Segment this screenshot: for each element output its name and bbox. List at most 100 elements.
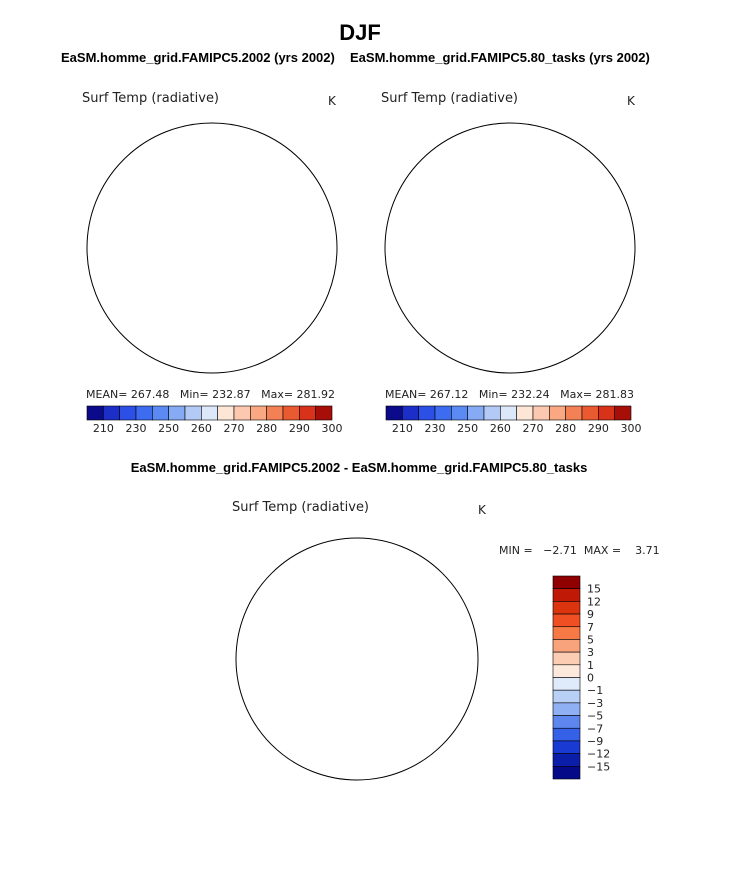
left-colorbar-swatch — [299, 405, 316, 421]
right-colorbar-swatch — [483, 405, 501, 421]
right-colorbar-swatch — [532, 405, 550, 421]
right-colorbar-label: 300 — [621, 422, 642, 435]
left-colorbar-swatch — [266, 405, 284, 421]
left-variable-label: Surf Temp (radiative) — [82, 91, 219, 106]
right-colorbar-swatch — [402, 405, 419, 421]
left-units-label: K — [328, 94, 337, 108]
diff-colorbar-label: −9 — [587, 735, 603, 748]
right-colorbar-swatch — [418, 405, 436, 421]
left-colorbar-label: 250 — [158, 422, 179, 435]
diff-colorbar-swatch — [552, 766, 581, 780]
diff-colorbar-label: 7 — [587, 621, 594, 634]
left-colorbar-swatch — [250, 405, 267, 421]
diff-colorbar-swatch — [552, 689, 581, 704]
left-colorbar-swatch — [119, 405, 137, 421]
right-colorbar-swatch — [434, 405, 452, 421]
diff-variable-label: Surf Temp (radiative) — [232, 500, 369, 515]
left-colorbar-label: 270 — [224, 422, 245, 435]
diff-colorbar-label: −7 — [587, 722, 603, 735]
right-colorbar-label: 230 — [425, 422, 446, 435]
right-colorbar-swatch — [451, 405, 468, 421]
diff-colorbar-swatch — [552, 588, 581, 602]
diff-colorbar-swatch — [552, 651, 581, 666]
left-stats: MEAN= 267.48 Min= 232.87 Max= 281.92 — [86, 388, 335, 401]
right-colorbar-label: 260 — [490, 422, 511, 435]
diff-map-border — [235, 537, 479, 781]
left-colorbar-swatch — [135, 405, 153, 421]
season-title: DJF — [339, 20, 381, 45]
diff-colorbar-swatch — [552, 575, 581, 589]
right-colorbar-swatch — [385, 405, 403, 421]
diff-colorbar-label: −1 — [587, 684, 603, 697]
left-colorbar-swatch — [103, 405, 120, 421]
diff-colorbar-swatch — [552, 626, 581, 640]
diff-map: Surf Temp (radiative) K MIN = −2.71 MAX … — [232, 500, 660, 781]
left-colorbar-label: 210 — [93, 422, 114, 435]
left-antarctica — [137, 180, 295, 306]
right-colorbar-swatch — [565, 405, 583, 421]
diff-colorbar-swatch — [552, 727, 581, 742]
diff-stats: MIN = −2.71 MAX = 3.71 — [499, 544, 660, 557]
right-colorbar-swatch — [516, 405, 534, 421]
right-colorbar-label: 210 — [392, 422, 413, 435]
right-units-label: K — [627, 94, 636, 108]
diff-colorbar-label: 0 — [587, 672, 594, 685]
right-colorbar-label: 280 — [555, 422, 576, 435]
right-colorbar-swatch — [598, 405, 615, 421]
right-colorbar-label: 250 — [457, 422, 478, 435]
right-panel-title: EaSM.homme_grid.FAMIPC5.80_tasks (yrs 20… — [350, 50, 650, 65]
left-colorbar-swatch — [217, 405, 235, 421]
left-colorbar-swatch — [86, 405, 104, 421]
diff-colorbar-swatch — [552, 639, 581, 653]
diff-colorbar-swatch — [552, 715, 581, 729]
diff-colorbar-label: 15 — [587, 583, 601, 596]
diff-colorbar-swatch — [552, 613, 581, 628]
left-colorbar-swatch — [282, 405, 300, 421]
diff-colorbar-label: −15 — [587, 760, 610, 773]
left-map-border — [86, 122, 338, 374]
diff-colorbar-label: 3 — [587, 646, 594, 659]
right-colorbar-swatch — [467, 405, 485, 421]
diff-antarctica — [288, 590, 440, 718]
right-map: Surf Temp (radiative) K MEAN= 267.12 Min… — [381, 91, 642, 435]
diff-colorbar-label: 9 — [587, 608, 594, 621]
left-colorbar-swatch — [168, 405, 186, 421]
left-colorbar-swatch — [233, 405, 251, 421]
diff-colorbar-swatch — [552, 664, 581, 678]
diff-colorbar-swatch — [552, 601, 581, 615]
diff-colorbar-label: −12 — [587, 748, 610, 761]
right-colorbar-swatch — [581, 405, 599, 421]
left-colorbar-label: 280 — [256, 422, 277, 435]
right-colorbar-label: 270 — [523, 422, 544, 435]
diff-colorbar-swatch — [552, 702, 581, 716]
diff-colorbar-swatch — [552, 753, 581, 767]
diff-colorbar-label: −3 — [587, 697, 603, 710]
diff-colorbar-label: 1 — [587, 659, 594, 672]
diff-colorbar-label: 12 — [587, 595, 601, 608]
left-panel-title: EaSM.homme_grid.FAMIPC5.2002 (yrs 2002) — [61, 50, 335, 65]
left-colorbar-label: 290 — [289, 422, 310, 435]
right-colorbar: 210 230 250 260 270 280 290 300 — [385, 405, 642, 435]
left-colorbar: 210 230 250 260 270 280 290 300 — [86, 405, 343, 435]
right-antarctica — [435, 180, 593, 306]
right-colorbar-swatch — [614, 405, 632, 421]
left-colorbar-swatch — [201, 405, 218, 421]
left-colorbar-label: 230 — [126, 422, 147, 435]
right-stats: MEAN= 267.12 Min= 232.24 Max= 281.83 — [385, 388, 634, 401]
left-colorbar-swatch — [184, 405, 202, 421]
diff-colorbar-swatch — [552, 740, 581, 754]
diff-colorbar-swatch — [552, 677, 581, 691]
left-map: Surf Temp (radiative) K MEAN= 267.48 Min… — [82, 91, 343, 435]
diff-colorbar-label: 5 — [587, 633, 594, 646]
right-map-border — [384, 122, 636, 374]
diff-colorbar-label: −5 — [587, 710, 603, 723]
left-colorbar-label: 260 — [191, 422, 212, 435]
diff-title: EaSM.homme_grid.FAMIPC5.2002 - EaSM.homm… — [131, 460, 588, 475]
diff-units-label: K — [478, 503, 487, 517]
left-colorbar-swatch — [152, 405, 169, 421]
right-variable-label: Surf Temp (radiative) — [381, 91, 518, 106]
left-colorbar-swatch — [315, 405, 333, 421]
left-colorbar-label: 300 — [322, 422, 343, 435]
